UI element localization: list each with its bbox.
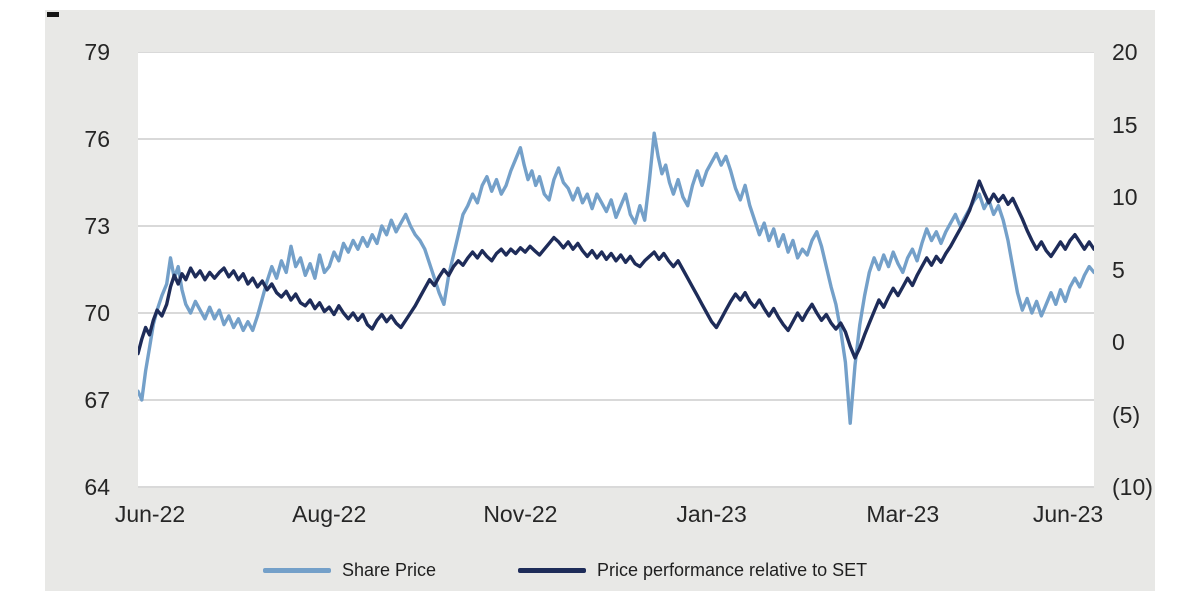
plot-area <box>138 52 1094 488</box>
share-price-line <box>138 131 1094 425</box>
legend-item-share-price: Share Price <box>263 556 436 584</box>
line-chart <box>138 52 1094 488</box>
legend-label-share-price: Share Price <box>342 559 437 580</box>
corner-mark <box>47 12 59 17</box>
share-price-line-swatch <box>263 567 331 573</box>
relative-performance-line-swatch <box>518 567 586 573</box>
legend-item-relative-performance: Price performance relative to SET <box>518 556 867 584</box>
relative-performance-line <box>138 179 1094 360</box>
legend: Share Price Price performance relative t… <box>0 556 1200 586</box>
legend-label-relative-performance: Price performance relative to SET <box>597 559 868 580</box>
